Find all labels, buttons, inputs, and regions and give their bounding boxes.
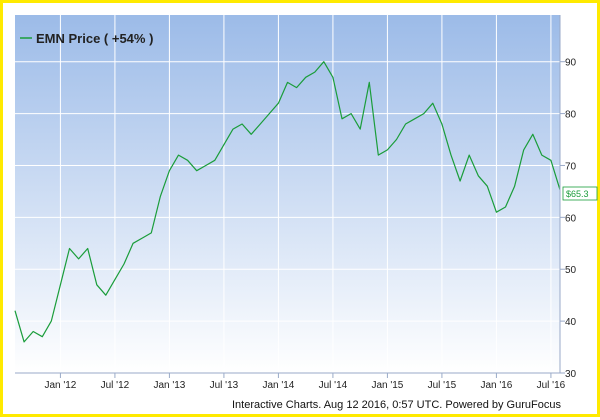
series-line-emn-price <box>14 61 561 343</box>
x-tick-label: Jul '15 <box>428 380 457 391</box>
y-tick-label: 70 <box>565 161 577 172</box>
series-layer <box>14 61 561 343</box>
x-tick-label: Jul '13 <box>210 380 239 391</box>
y-tick-label: 40 <box>565 317 577 328</box>
x-tick-label: Jan '13 <box>153 380 185 391</box>
y-tick-label: 50 <box>565 265 577 276</box>
x-tick-label: Jan '14 <box>262 380 294 391</box>
price-chart: 30 40 50 60 70 80 90 Jan '12 Jul '12 Jan '13 Jul '… <box>14 15 598 411</box>
x-tick-label: Jan '16 <box>480 380 512 391</box>
legend: EMN Price ( +54% ) <box>20 31 153 46</box>
x-tick-label: Jan '12 <box>44 380 76 391</box>
last-price-tag-box <box>562 186 598 201</box>
grid-lines <box>15 15 560 374</box>
x-tick-label: Jan '15 <box>371 380 403 391</box>
last-price-label: $65.3 <box>566 189 589 199</box>
axes: 30 40 50 60 70 80 90 Jan '12 Jul '12 Jan '13 Jul '… <box>15 15 577 391</box>
plot-background <box>15 15 560 373</box>
y-tick-label: 30 <box>565 369 577 380</box>
y-tick-label: 90 <box>565 58 577 69</box>
y-tick-label: 80 <box>565 110 577 121</box>
credit-text: Interactive Charts. Aug 12 2016, 0:57 UT… <box>232 399 561 411</box>
x-tick-label: Jul '12 <box>101 380 130 391</box>
x-tick-label: Jul '14 <box>319 380 348 391</box>
x-tick-label: Jul '16 <box>537 380 566 391</box>
legend-label: EMN Price ( +54% ) <box>36 31 153 46</box>
last-price-tag: $65.3 <box>562 186 598 201</box>
y-tick-label: 60 <box>565 213 577 224</box>
